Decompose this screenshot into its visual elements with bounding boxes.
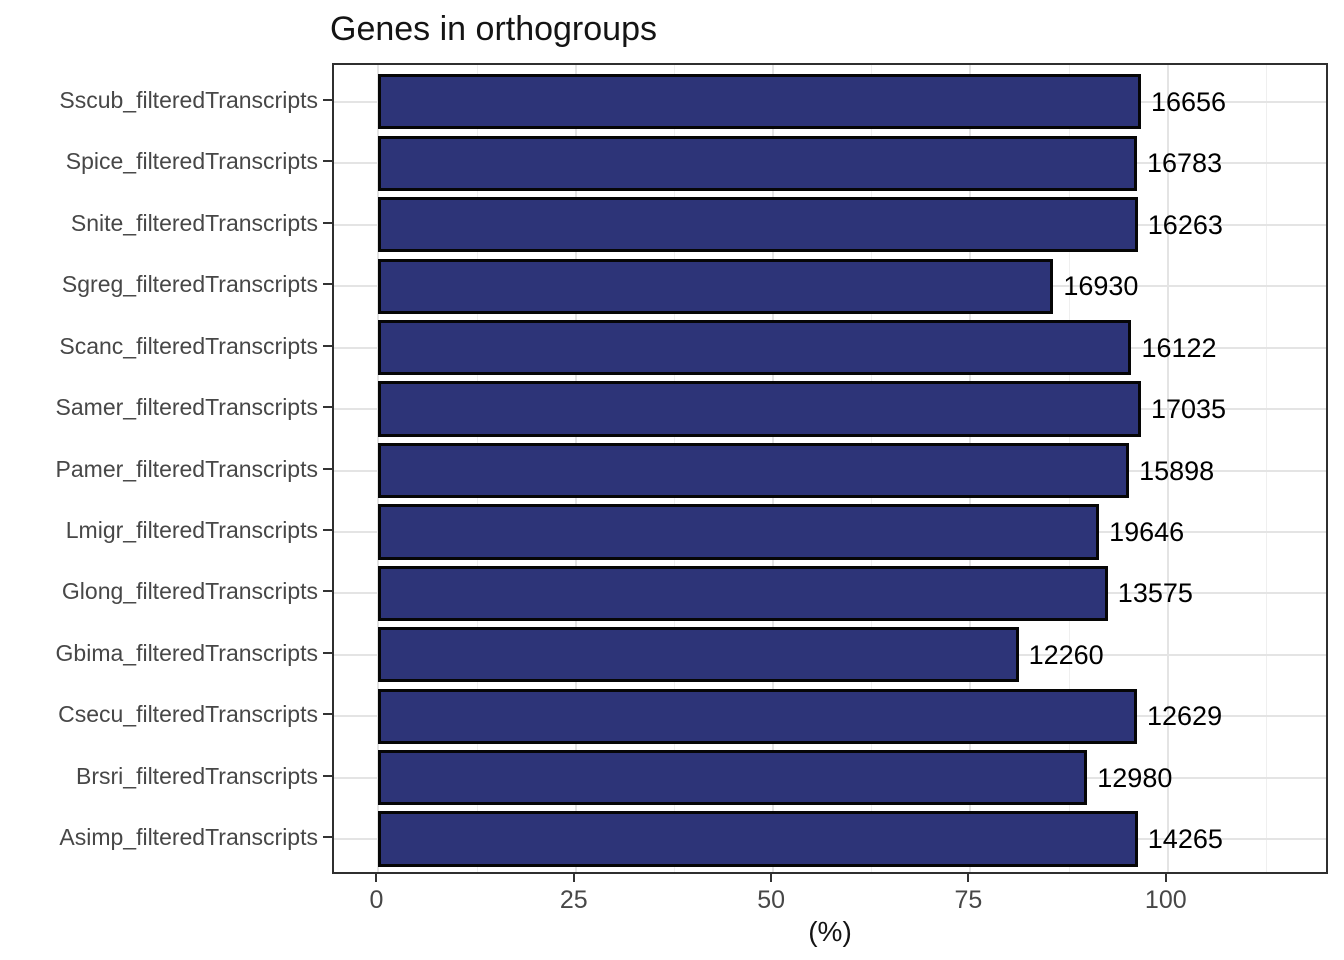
y-tick-mark bbox=[323, 528, 332, 531]
x-tick-mark bbox=[967, 874, 970, 882]
y-tick-mark bbox=[323, 406, 332, 409]
x-tick-mark bbox=[572, 874, 575, 882]
y-tick-label: Asimp_filteredTranscripts bbox=[59, 824, 318, 851]
bar-value-label: 19646 bbox=[1109, 516, 1185, 547]
y-tick-label: Spice_filteredTranscripts bbox=[65, 148, 318, 175]
bar-value-label: 16263 bbox=[1147, 209, 1223, 240]
bar bbox=[378, 197, 1138, 253]
x-tick-mark bbox=[375, 874, 378, 882]
bar bbox=[378, 811, 1138, 867]
bar bbox=[378, 750, 1088, 806]
bar bbox=[378, 381, 1141, 437]
x-axis-title: (%) bbox=[808, 916, 852, 947]
y-tick-label: Brsri_filteredTranscripts bbox=[76, 762, 318, 789]
y-tick-label: Scanc_filteredTranscripts bbox=[59, 332, 318, 359]
bar bbox=[378, 627, 1019, 683]
x-tick-label: 0 bbox=[369, 886, 384, 914]
bar bbox=[378, 319, 1132, 376]
y-tick-mark bbox=[323, 651, 332, 654]
bar bbox=[378, 135, 1137, 191]
x-tick-label: 25 bbox=[559, 886, 588, 914]
y-tick-label: Lmigr_filteredTranscripts bbox=[65, 516, 318, 543]
y-tick-mark bbox=[323, 713, 332, 716]
bar-value-label: 14265 bbox=[1147, 824, 1223, 855]
y-tick-label: Sscub_filteredTranscripts bbox=[59, 86, 318, 113]
bar-value-label: 16122 bbox=[1141, 332, 1217, 363]
y-tick-mark bbox=[323, 98, 332, 101]
y-tick-mark bbox=[323, 283, 332, 286]
bar bbox=[378, 74, 1141, 130]
bar-value-label: 16930 bbox=[1063, 271, 1139, 302]
y-tick-mark bbox=[323, 221, 332, 224]
y-tick-label: Sgreg_filteredTranscripts bbox=[61, 271, 318, 298]
bar-value-label: 15898 bbox=[1139, 455, 1215, 486]
y-tick-mark bbox=[323, 467, 332, 470]
bar-value-label: 12980 bbox=[1097, 762, 1173, 793]
x-tick-label: 75 bbox=[954, 886, 983, 914]
plot-panel: 16656 16783 16263 16930 16122 17035 15898 19646… bbox=[332, 63, 1328, 874]
y-tick-label: Samer_filteredTranscripts bbox=[55, 394, 318, 421]
y-tick-mark bbox=[323, 836, 332, 839]
bar bbox=[378, 442, 1130, 499]
y-tick-label: Pamer_filteredTranscripts bbox=[55, 455, 318, 482]
x-tick-label: 50 bbox=[757, 886, 786, 914]
y-tick-mark bbox=[323, 160, 332, 163]
bar bbox=[378, 504, 1100, 560]
x-tick-mark bbox=[1164, 874, 1167, 882]
y-tick-label: Snite_filteredTranscripts bbox=[70, 209, 318, 236]
y-tick-mark bbox=[323, 774, 332, 777]
bar-value-label: 17035 bbox=[1150, 394, 1227, 425]
bar-value-label: 12629 bbox=[1147, 701, 1223, 732]
y-tick-label: Gbima_filteredTranscripts bbox=[55, 639, 318, 666]
bar-value-label: 16656 bbox=[1150, 86, 1227, 117]
bar bbox=[378, 258, 1054, 314]
y-tick-label: Csecu_filteredTranscripts bbox=[58, 701, 318, 728]
y-tick-mark bbox=[323, 590, 332, 593]
x-tick-label: 100 bbox=[1144, 886, 1187, 914]
bar-value-label: 13575 bbox=[1117, 578, 1193, 609]
chart-title: Genes in orthogroups bbox=[330, 10, 657, 48]
bar bbox=[378, 688, 1137, 744]
y-tick-mark bbox=[323, 344, 332, 347]
bar-value-label: 12260 bbox=[1028, 639, 1104, 670]
bar bbox=[378, 565, 1108, 621]
y-tick-label: Glong_filteredTranscripts bbox=[61, 578, 318, 605]
x-tick-mark bbox=[770, 874, 773, 882]
bar-value-label: 16783 bbox=[1147, 148, 1223, 179]
gridline-vertical-minor bbox=[1265, 65, 1267, 872]
gridline-vertical-major bbox=[1166, 65, 1169, 872]
